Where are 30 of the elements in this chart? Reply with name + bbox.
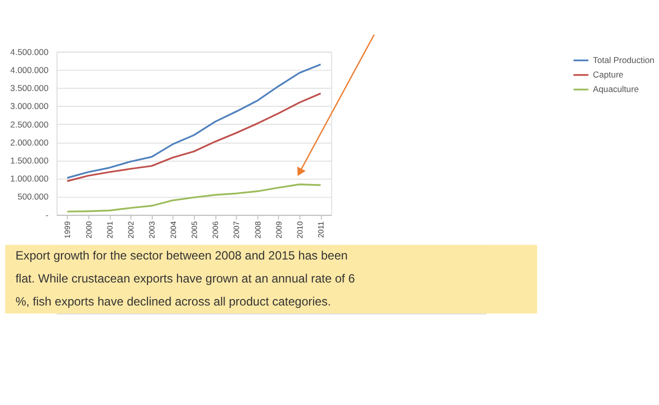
y-tick-label: 500.000 — [17, 192, 49, 202]
legend-label: Aquaculture — [592, 84, 639, 94]
x-tick-label: 2006 — [211, 221, 220, 238]
y-tick-label: 3.000.000 — [10, 101, 49, 112]
x-tick-label: 2011 — [316, 221, 326, 238]
x-tick-label: 2008 — [253, 221, 262, 238]
legend-label: Total Production — [592, 54, 655, 65]
y-tick-label: 2.500.000 — [10, 119, 49, 130]
legend-label: Capture — [592, 70, 624, 80]
y-tick-label: 3.500.000 — [10, 83, 49, 94]
y-tick-label: 2.000.000 — [10, 137, 49, 148]
y-tick-label: 1.500.000 — [10, 155, 49, 166]
y-tick-label: 4.500.000 — [10, 46, 49, 57]
x-tick-label: 2010 — [296, 221, 305, 238]
y-tick-label: - — [46, 210, 49, 220]
x-tick-label: 2009 — [274, 221, 284, 238]
line-series — [66, 92, 322, 182]
line-series — [66, 184, 322, 212]
y-tick-label: 4.000.000 — [10, 64, 49, 75]
x-tick-label: 2005 — [190, 221, 199, 238]
x-tick-label: 2002 — [126, 221, 136, 238]
x-tick-label: 2004 — [168, 220, 178, 238]
text: Export growth for the sector between 2008 and 2015 has been flat. While crustacean exports have grown at an annual rate of 6 %, fish exports have declined across all product categories. — [15, 248, 356, 308]
y-tick-label: 1.000.000 — [10, 174, 49, 184]
x-tick-label: 1999 — [63, 221, 72, 238]
x-tick-label: 2003 — [148, 221, 157, 238]
x-tick-label: 2000 — [84, 221, 94, 238]
x-tick-label: 2007 — [232, 221, 242, 238]
line-series — [66, 64, 322, 179]
x-tick-label: 2001 — [105, 221, 114, 238]
